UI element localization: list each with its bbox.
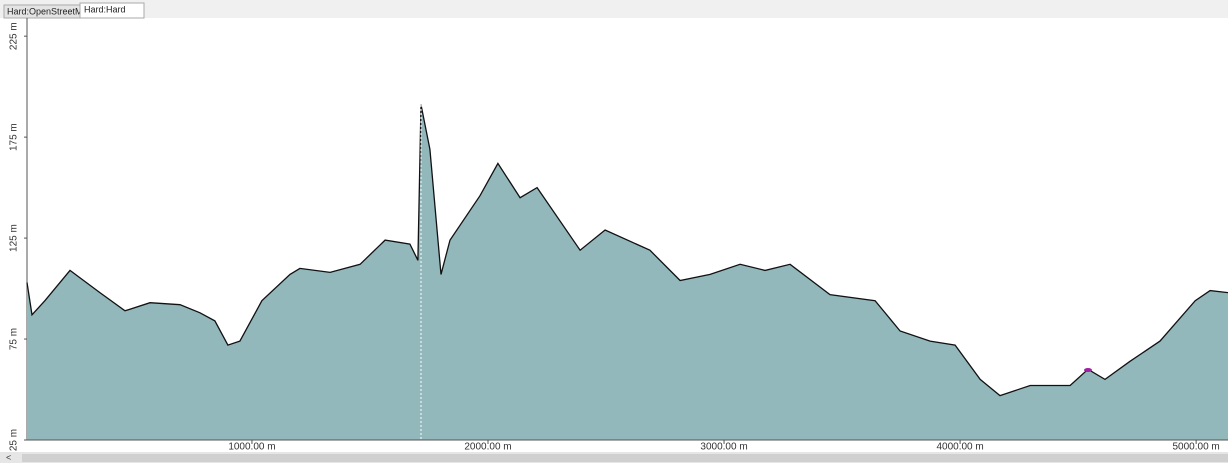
plot: 25 m 75 m 125 m 175 m 225 m 1000.00 m 2000.00 … (9, 22, 1228, 453)
y-tick-label: 75 m (9, 328, 20, 350)
x-tick-label: 4000.00 m (936, 442, 983, 453)
x-tick-label: 1000.00 m (228, 442, 275, 453)
x-tick-label: 2000.00 m (464, 442, 511, 453)
waypoint-marker (1084, 368, 1092, 372)
scroll-thumb[interactable] (22, 454, 1228, 462)
y-tick-label: 175 m (9, 123, 20, 151)
x-tick-label: 5000.00 m (1173, 442, 1220, 453)
elevation-line (26, 104, 1228, 397)
y-tick-label: 125 m (9, 224, 20, 252)
tab-active[interactable] (79, 2, 145, 19)
elevation-area (27, 104, 1228, 441)
y-tick-label: 25 m (9, 429, 20, 451)
y-tick-label: 225 m (9, 22, 20, 50)
tab-label[interactable]: Hard:OpenStreetMap* (7, 6, 97, 16)
tab-bar (0, 0, 1228, 18)
x-tick-label: 3000.00 m (700, 442, 747, 453)
scroll-left[interactable]: < (6, 452, 11, 462)
tab-label[interactable]: Hard:Hard (84, 4, 126, 14)
